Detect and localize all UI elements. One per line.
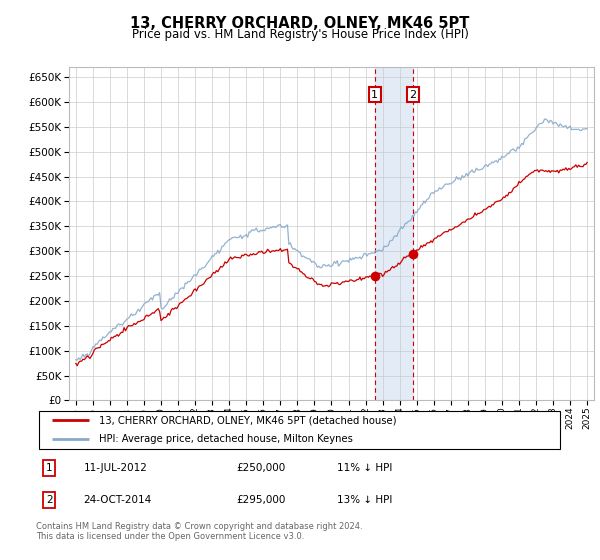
Text: 13, CHERRY ORCHARD, OLNEY, MK46 5PT: 13, CHERRY ORCHARD, OLNEY, MK46 5PT	[130, 16, 470, 31]
Text: 11-JUL-2012: 11-JUL-2012	[83, 463, 148, 473]
Text: Contains HM Land Registry data © Crown copyright and database right 2024.
This d: Contains HM Land Registry data © Crown c…	[36, 522, 362, 542]
Text: £295,000: £295,000	[236, 495, 286, 505]
Text: £250,000: £250,000	[236, 463, 286, 473]
FancyBboxPatch shape	[38, 411, 560, 449]
Text: 11% ↓ HPI: 11% ↓ HPI	[337, 463, 392, 473]
Text: 13, CHERRY ORCHARD, OLNEY, MK46 5PT (detached house): 13, CHERRY ORCHARD, OLNEY, MK46 5PT (det…	[100, 415, 397, 425]
Text: 13% ↓ HPI: 13% ↓ HPI	[337, 495, 392, 505]
Text: Price paid vs. HM Land Registry's House Price Index (HPI): Price paid vs. HM Land Registry's House …	[131, 28, 469, 41]
Text: 1: 1	[46, 463, 53, 473]
Text: 24-OCT-2014: 24-OCT-2014	[83, 495, 152, 505]
Bar	[375, 67, 413, 400]
Text: 1: 1	[371, 90, 378, 100]
Text: 2: 2	[410, 90, 417, 100]
Text: HPI: Average price, detached house, Milton Keynes: HPI: Average price, detached house, Milt…	[100, 435, 353, 445]
Text: 2: 2	[46, 495, 53, 505]
